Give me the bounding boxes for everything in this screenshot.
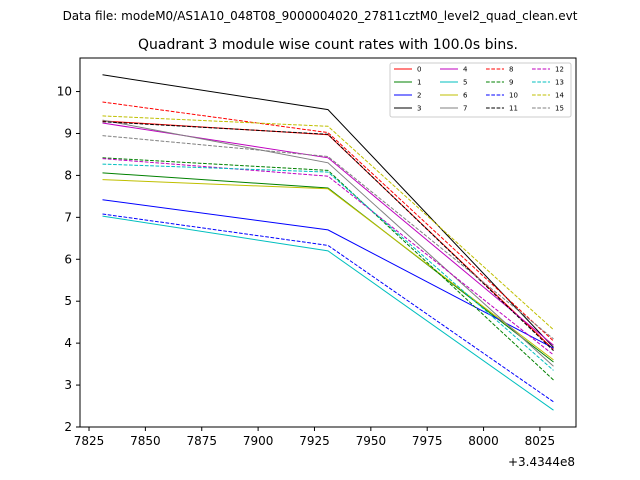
legend-label-2: 2: [417, 92, 421, 100]
axis-ticks: 7825 7850 7875 7900 7925 7950 7975 8000 8025 2 3 4 5…: [57, 85, 555, 448]
x-tick-label: 7925: [299, 434, 330, 448]
y-tick-label: 10: [57, 85, 72, 99]
series-line-7: [102, 119, 554, 367]
axes-frame: [79, 57, 577, 428]
legend-label-5: 5: [463, 79, 467, 87]
legend-label-7: 7: [463, 105, 467, 113]
series-line-12: [102, 158, 554, 356]
legend-label-14: 14: [555, 92, 564, 100]
x-tick-label: 7825: [74, 434, 105, 448]
y-tick-label: 5: [64, 294, 72, 308]
legend-label-0: 0: [417, 66, 421, 74]
series-line-15: [102, 135, 554, 340]
x-tick-label: 7850: [130, 434, 161, 448]
y-tick-label: 9: [64, 126, 72, 140]
x-tick-label: 7875: [186, 434, 217, 448]
y-tick-label: 4: [64, 336, 72, 350]
series-line-8: [102, 101, 554, 342]
x-tick-label: 7900: [243, 434, 274, 448]
legend-label-11: 11: [509, 105, 518, 113]
chart-title: Quadrant 3 module wise count rates with …: [138, 37, 518, 53]
x-tick-label: 8000: [468, 434, 499, 448]
legend-label-8: 8: [509, 66, 513, 74]
plot-area: [102, 74, 554, 411]
legend-label-9: 9: [509, 79, 513, 87]
series-line-9: [102, 157, 554, 381]
series-line-2: [102, 199, 554, 349]
legend-label-15: 15: [555, 105, 564, 113]
series-line-5: [102, 215, 554, 411]
series-line-10: [102, 213, 554, 403]
x-tick-label: 7950: [356, 434, 387, 448]
legend-label-12: 12: [555, 66, 564, 74]
legend-label-13: 13: [555, 79, 564, 87]
legend-label-1: 1: [417, 79, 421, 87]
series-line-6: [102, 179, 554, 361]
y-tick-label: 2: [64, 420, 72, 434]
series-line-11: [102, 121, 554, 352]
legend-label-3: 3: [417, 105, 421, 113]
legend-label-4: 4: [463, 66, 468, 74]
y-tick-label: 8: [64, 168, 72, 182]
y-tick-label: 7: [64, 210, 72, 224]
legend-label-6: 6: [463, 92, 468, 100]
series-line-3: [102, 74, 554, 348]
legend-box: [389, 62, 572, 118]
x-tick-label: 7975: [412, 434, 443, 448]
y-tick-label: 6: [64, 252, 72, 266]
legend-label-10: 10: [509, 92, 518, 100]
x-tick-label: 8025: [525, 434, 556, 448]
series-line-14: [102, 115, 554, 331]
x-axis-offset-label: +3.4344e8: [508, 455, 575, 469]
series-line-13: [102, 163, 554, 371]
y-tick-label: 3: [64, 378, 72, 392]
chart-suptitle: Data file: modeM0/AS1A10_048T08_90000040…: [63, 9, 578, 23]
